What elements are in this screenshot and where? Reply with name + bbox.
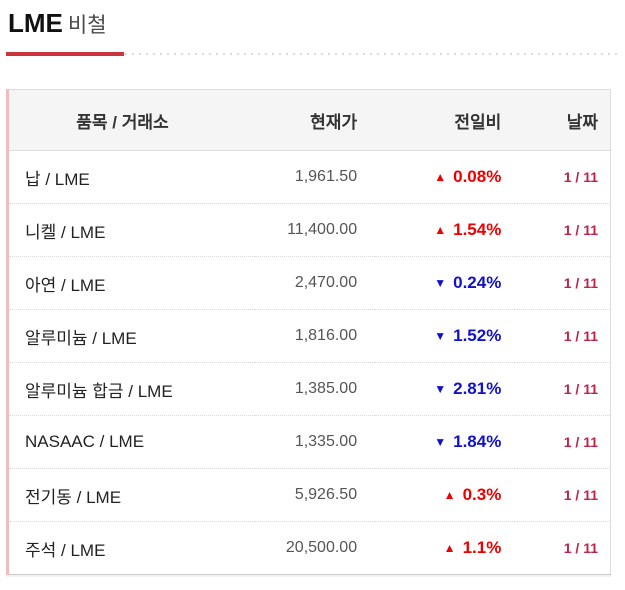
item-price: 5,926.50 — [254, 468, 376, 522]
item-date: 1 / 11 — [515, 309, 611, 363]
col-header-current-price: 현재가 — [254, 89, 376, 151]
item-date: 1 / 11 — [515, 415, 611, 469]
change-percent: 0.3% — [462, 485, 502, 504]
table-row: 전기동 / LME 5,926.50 ▲ 0.3% 1 / 11 — [7, 468, 611, 522]
change-percent: 1.84% — [453, 432, 502, 451]
quote-table: 품목 / 거래소 현재가 전일비 날짜 납 / LME 1,961.50 ▲ 0.… — [6, 89, 611, 575]
table-row: 주석 / LME 20,500.00 ▲ 1.1% 1 / 11 — [7, 521, 611, 575]
item-price: 1,385.00 — [254, 362, 376, 416]
item-price: 2,470.00 — [254, 256, 376, 310]
change-arrow-icon: ▲ — [434, 223, 447, 237]
col-header-date: 날짜 — [515, 89, 611, 151]
item-change: ▲ 1.1% — [375, 521, 516, 575]
change-arrow-icon: ▼ — [434, 276, 447, 290]
change-arrow-icon: ▼ — [434, 435, 447, 449]
item-name: 니켈 / LME — [7, 203, 255, 257]
item-name: 아연 / LME — [7, 256, 255, 310]
table-row: 알루미늄 합금 / LME 1,385.00 ▼ 2.81% 1 / 11 — [7, 362, 611, 416]
table-header-row: 품목 / 거래소 현재가 전일비 날짜 — [7, 89, 611, 151]
change-percent: 1.52% — [453, 326, 502, 345]
change-arrow-icon: ▲ — [443, 541, 456, 555]
page-title-sub: 비철 — [67, 14, 107, 37]
col-header-day-change: 전일비 — [375, 89, 516, 151]
item-change: ▲ 1.54% — [375, 203, 516, 257]
item-name: 납 / LME — [7, 150, 255, 204]
item-price: 1,816.00 — [254, 309, 376, 363]
item-date: 1 / 11 — [515, 203, 611, 257]
change-arrow-icon: ▼ — [434, 329, 447, 343]
item-price: 11,400.00 — [254, 203, 376, 257]
col-header-item-exchange: 품목 / 거래소 — [7, 89, 255, 151]
item-date: 1 / 11 — [515, 362, 611, 416]
item-date: 1 / 11 — [515, 150, 611, 204]
table-row: 니켈 / LME 11,400.00 ▲ 1.54% 1 / 11 — [7, 203, 611, 257]
item-name: 알루미늄 / LME — [7, 309, 255, 363]
lme-nonferrous-section: LME 비철 품목 / 거래소 현재가 전일비 날짜 납 / LME 1,961.… — [6, 6, 618, 575]
item-date: 1 / 11 — [515, 468, 611, 522]
change-percent: 0.08% — [453, 167, 502, 186]
change-percent: 0.24% — [453, 273, 502, 292]
item-change: ▼ 1.52% — [375, 309, 516, 363]
title-divider-accent-bar — [6, 52, 124, 56]
item-price: 20,500.00 — [254, 521, 376, 575]
item-change: ▼ 0.24% — [375, 256, 516, 310]
table-row: 아연 / LME 2,470.00 ▼ 0.24% 1 / 11 — [7, 256, 611, 310]
item-change: ▼ 2.81% — [375, 362, 516, 416]
page-title-main: LME — [8, 8, 63, 38]
item-change: ▲ 0.3% — [375, 468, 516, 522]
item-date: 1 / 11 — [515, 521, 611, 575]
item-change: ▲ 0.08% — [375, 150, 516, 204]
change-arrow-icon: ▲ — [443, 488, 456, 502]
change-percent: 1.54% — [453, 220, 502, 239]
item-change: ▼ 1.84% — [375, 415, 516, 469]
change-arrow-icon: ▼ — [434, 382, 447, 396]
change-percent: 2.81% — [453, 379, 502, 398]
page-title: LME 비철 — [6, 6, 617, 45]
item-price: 1,961.50 — [254, 150, 376, 204]
change-percent: 1.1% — [462, 538, 502, 557]
title-divider — [6, 52, 618, 56]
item-name: NASAAC / LME — [7, 415, 255, 469]
item-name: 전기동 / LME — [7, 468, 255, 522]
table-row: NASAAC / LME 1,335.00 ▼ 1.84% 1 / 11 — [7, 415, 611, 469]
item-price: 1,335.00 — [254, 415, 376, 469]
item-name: 알루미늄 합금 / LME — [7, 362, 255, 416]
table-row: 알루미늄 / LME 1,816.00 ▼ 1.52% 1 / 11 — [7, 309, 611, 363]
table-row: 납 / LME 1,961.50 ▲ 0.08% 1 / 11 — [7, 150, 611, 204]
item-name: 주석 / LME — [7, 521, 255, 575]
change-arrow-icon: ▲ — [434, 170, 447, 184]
item-date: 1 / 11 — [515, 256, 611, 310]
